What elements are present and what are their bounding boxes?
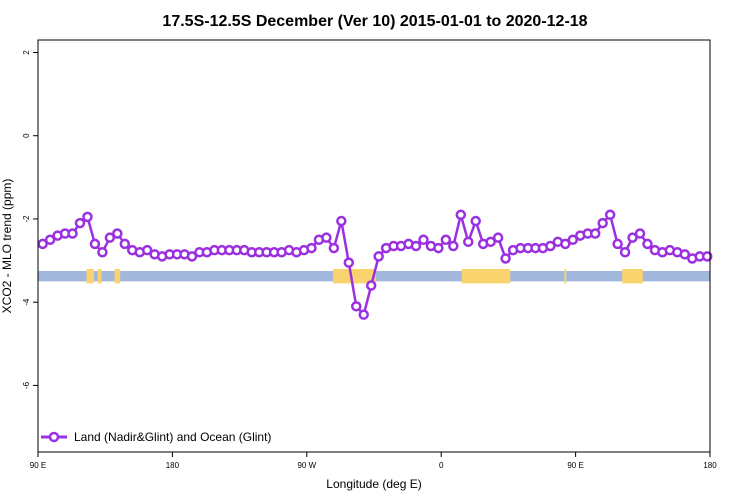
data-point (619, 246, 631, 258)
land-segment (461, 268, 511, 284)
x-axis: 90 E 180 90 W 0 90 E 180 (30, 452, 717, 470)
data-point (67, 228, 78, 239)
x-tick-label: 180 (703, 461, 717, 470)
x-tick-label: 0 (439, 461, 444, 470)
data-point (701, 251, 713, 262)
data-point (410, 240, 422, 252)
data-point (597, 217, 608, 229)
data-point (448, 240, 459, 252)
data-point (37, 238, 48, 250)
data-point (89, 238, 101, 250)
data-point (440, 234, 452, 246)
data-point (365, 280, 377, 291)
chart-title: 17.5S-12.5S December (Ver 10) 2015-01-01… (162, 13, 587, 30)
y-tick-label: 2 (22, 50, 31, 55)
data-point (492, 232, 504, 243)
data-point (604, 209, 616, 221)
legend: Land (Nadir&Glint) and Ocean (Glint) (41, 430, 271, 444)
data-point (141, 244, 153, 256)
data-point (373, 251, 384, 262)
data-point (418, 234, 429, 246)
y-axis-label: XCO2 - MLO trend (ppm) (0, 179, 14, 314)
data-point (343, 257, 355, 268)
data-point (455, 209, 467, 221)
data-point (560, 238, 571, 250)
plot-frame (37, 39, 711, 453)
y-tick-label: 0 (22, 133, 31, 138)
data-point (321, 232, 332, 243)
data-point (119, 238, 131, 250)
data-point (44, 234, 56, 246)
data-point (358, 309, 369, 320)
x-axis-label: Longitude (deg E) (326, 477, 421, 491)
land-segment (622, 268, 643, 284)
y-axis: 2 0 -2 -4 -6 (22, 50, 38, 389)
data-point (336, 215, 347, 227)
data-point (589, 228, 601, 239)
data-point (500, 253, 511, 264)
land-segment (86, 268, 94, 284)
x-tick-label: 180 (166, 461, 180, 470)
land-segment (97, 268, 102, 284)
x-tick-label: 90 E (567, 461, 583, 470)
data-point (485, 236, 496, 248)
data-point (306, 242, 317, 254)
data-point (82, 211, 93, 223)
legend-swatch-marker (48, 431, 60, 443)
data-point (186, 251, 198, 262)
y-tick-label: -4 (22, 298, 31, 306)
data-point (627, 232, 638, 243)
land-segment (332, 268, 376, 284)
data-point (328, 242, 340, 254)
series-layer (37, 209, 713, 320)
x-tick-label: 90 W (297, 461, 316, 470)
data-point (679, 249, 691, 260)
data-point (642, 238, 653, 250)
legend-label: Land (Nadir&Glint) and Ocean (Glint) (74, 430, 271, 444)
land-segment (114, 268, 121, 284)
data-point (112, 228, 123, 239)
land-segment (564, 268, 567, 284)
data-point (634, 228, 646, 239)
data-point (74, 217, 86, 229)
data-point (545, 240, 556, 252)
data-point (567, 234, 579, 246)
y-tick-label: -2 (22, 215, 31, 223)
data-point (97, 246, 108, 258)
data-point (612, 238, 623, 250)
data-point (351, 301, 362, 312)
y-tick-label: -6 (22, 381, 31, 389)
x-tick-label: 90 E (30, 461, 46, 470)
data-point (470, 215, 481, 227)
data-point (104, 232, 116, 243)
series-line (42, 213, 708, 316)
data-point (463, 236, 474, 248)
data-point (433, 242, 444, 254)
